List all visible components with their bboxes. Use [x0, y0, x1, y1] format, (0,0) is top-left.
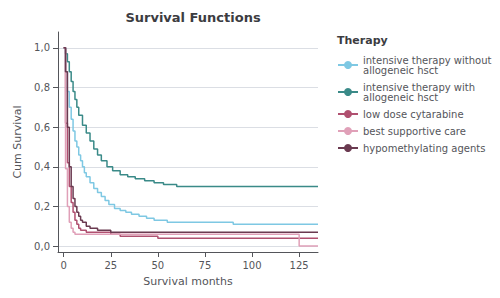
svg-text:50: 50: [151, 260, 164, 271]
svg-text:0,0: 0,0: [34, 241, 50, 252]
svg-text:Therapy: Therapy: [337, 34, 388, 47]
svg-text:low dose cytarabine: low dose cytarabine: [363, 109, 464, 120]
svg-text:1,0: 1,0: [34, 42, 50, 53]
svg-text:125: 125: [290, 260, 309, 271]
svg-text:0,8: 0,8: [34, 82, 50, 93]
svg-text:0,6: 0,6: [34, 122, 50, 133]
svg-text:best supportive care: best supportive care: [363, 126, 466, 137]
svg-text:intensive therapy with: intensive therapy with: [363, 81, 476, 93]
svg-text:Cum Survival: Cum Survival: [11, 105, 24, 178]
svg-text:25: 25: [104, 260, 117, 271]
svg-text:hypomethylating agents: hypomethylating agents: [363, 143, 485, 154]
svg-text:0: 0: [60, 260, 66, 271]
svg-text:100: 100: [243, 260, 262, 271]
svg-text:0,4: 0,4: [34, 161, 50, 172]
svg-text:0,2: 0,2: [34, 201, 50, 212]
svg-text:intensive therapy without: intensive therapy without: [363, 54, 492, 66]
svg-text:Survival months: Survival months: [143, 275, 233, 288]
svg-text:75: 75: [199, 260, 212, 271]
svg-text:allogeneic hsct: allogeneic hsct: [363, 92, 438, 103]
svg-text:Survival Functions: Survival Functions: [125, 10, 260, 25]
svg-text:allogeneic hsct: allogeneic hsct: [363, 65, 438, 76]
